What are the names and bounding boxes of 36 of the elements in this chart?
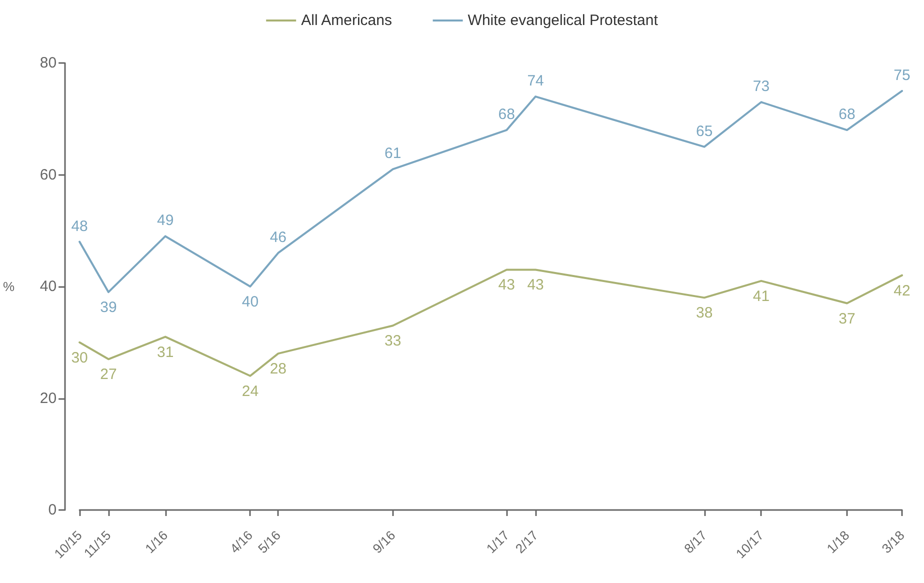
data-label: 43: [498, 276, 515, 294]
data-label: 42: [894, 282, 910, 300]
data-label: 38: [696, 304, 713, 322]
data-label: 49: [157, 212, 174, 230]
data-label: 27: [100, 366, 117, 384]
data-label: 46: [270, 228, 287, 246]
data-label: 75: [894, 66, 910, 84]
legend-label: White evangelical Protestant: [468, 12, 659, 29]
y-tick-label: 40: [40, 278, 57, 295]
y-tick-label: 60: [40, 166, 57, 184]
legend-label: All Americans: [301, 12, 392, 29]
y-axis-title: %: [2, 279, 15, 294]
data-label: 68: [498, 106, 515, 124]
x-tick-label: 9/16: [370, 528, 398, 556]
data-label: 30: [71, 349, 88, 366]
y-tick-label: 20: [40, 390, 57, 407]
x-tick-label: 4/16: [227, 528, 256, 556]
data-label: 37: [838, 310, 856, 328]
data-label: 24: [242, 382, 259, 400]
data-label: 33: [384, 332, 402, 350]
x-tick-label: 3/18: [878, 528, 908, 556]
data-label: 43: [527, 276, 544, 294]
y-tick-label: 0: [48, 502, 57, 518]
data-label: 65: [696, 122, 713, 140]
y-tick-label: 80: [40, 54, 57, 72]
data-label: 41: [752, 288, 770, 305]
data-label: 68: [838, 106, 856, 124]
data-label: 39: [100, 299, 117, 316]
data-label: 31: [157, 344, 174, 361]
data-label: 40: [242, 294, 259, 310]
data-label: 73: [752, 78, 770, 96]
data-label: 61: [384, 145, 402, 162]
x-tick-label: 5/16: [254, 528, 284, 556]
data-label: 48: [71, 218, 88, 235]
data-label: 28: [270, 360, 287, 378]
data-label: 74: [527, 72, 544, 90]
